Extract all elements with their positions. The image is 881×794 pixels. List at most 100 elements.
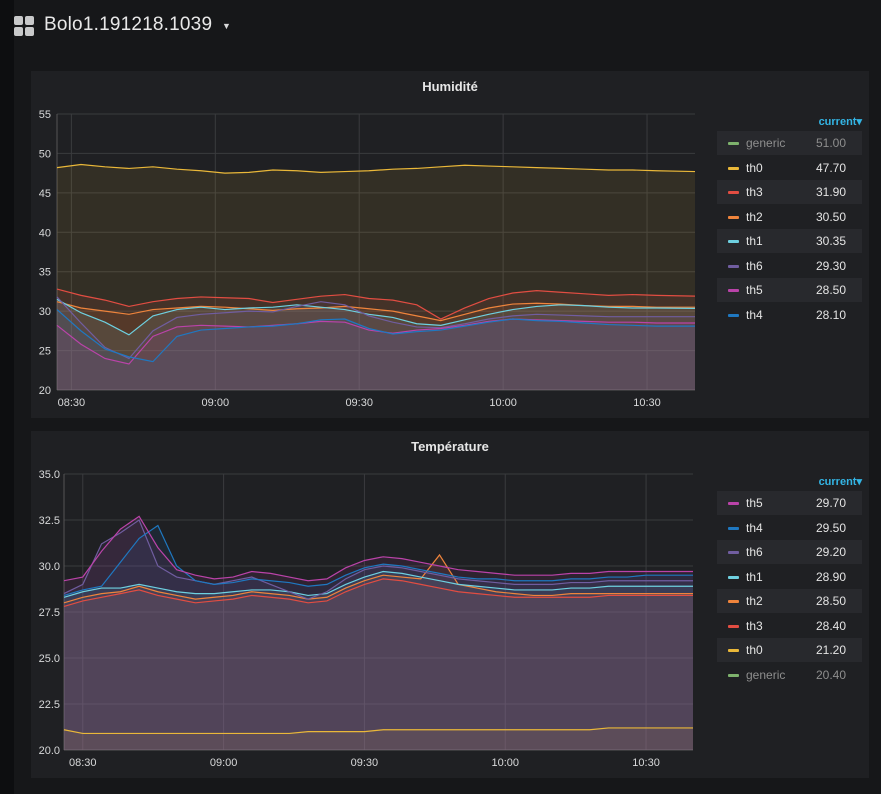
legend-current-value: 47.70 <box>815 160 846 175</box>
legend-current-value: 29.70 <box>815 496 846 510</box>
series-area-th4 <box>64 525 693 750</box>
legend-series-name[interactable]: th3 <box>746 185 763 199</box>
legend-series-name[interactable]: th5 <box>746 496 763 510</box>
legend-color-swatch[interactable] <box>728 166 739 170</box>
legend-current-value: 28.90 <box>815 569 846 584</box>
series-line-th3 <box>56 288 696 320</box>
series-line-th6 <box>63 519 693 600</box>
legend-item-th6[interactable]: th6 29.20 <box>717 540 862 564</box>
legend-sort-label: current <box>818 116 857 128</box>
legend-series-name[interactable]: th0 <box>746 160 763 175</box>
legend-color-swatch[interactable] <box>728 673 739 677</box>
legend-series-name[interactable]: th4 <box>746 307 763 322</box>
legend-series-name[interactable]: th2 <box>746 209 763 224</box>
legend-series-name[interactable]: generic <box>746 667 786 682</box>
legend-series-name[interactable]: th6 <box>746 258 763 273</box>
legend-item-th3[interactable]: th3 28.40 <box>717 614 862 638</box>
series-line-th5 <box>56 318 695 365</box>
legend-color-swatch[interactable] <box>728 142 739 145</box>
y-tick-label: 50 <box>39 148 51 160</box>
y-tick-label: 35.0 <box>39 469 60 481</box>
series-area-th1 <box>64 571 693 750</box>
legend-color-swatch[interactable] <box>728 526 739 530</box>
legend-current-value: 29.30 <box>815 258 846 273</box>
x-tick-label: 10:30 <box>632 757 660 769</box>
y-tick-label: 32.5 <box>39 515 60 527</box>
x-tick-label: 10:00 <box>491 757 519 769</box>
x-tick-label: 09:00 <box>202 397 230 409</box>
y-tick-label: 35 <box>39 267 51 279</box>
x-tick-label: 10:30 <box>633 397 661 409</box>
series-line-th6 <box>56 296 695 360</box>
series-line-th0 <box>63 727 693 735</box>
series-area-th3 <box>64 578 693 750</box>
legend-current-value: 21.20 <box>815 643 846 657</box>
legend-current-value: 20.40 <box>815 667 846 682</box>
legend-color-swatch[interactable] <box>728 624 739 628</box>
humidite-chart: 20 25 30 35 40 45 50 55 08:30 09:00 09:30 10:00 10:3… <box>39 109 696 409</box>
series-area-th4 <box>57 309 695 390</box>
legend-series-name[interactable]: th4 <box>746 520 763 535</box>
legend: current▾ generic 51.00 th0 47.70 th3 31.90 th2… <box>717 111 862 411</box>
legend-series-name[interactable]: th2 <box>746 594 763 608</box>
panel-title[interactable]: Humidité <box>422 79 478 94</box>
legend-series-name[interactable]: th0 <box>746 643 763 657</box>
legend-color-swatch[interactable] <box>728 649 739 652</box>
legend-series-name[interactable]: generic <box>746 136 786 150</box>
legend-color-swatch[interactable] <box>728 600 739 603</box>
legend-current-value: 29.50 <box>815 520 846 535</box>
legend-item-th2[interactable]: th2 30.50 <box>717 205 862 229</box>
panel-humidite: Humidité 20 25 30 35 40 45 50 55 08:30 09:00 09:30… <box>31 71 869 418</box>
legend-color-swatch[interactable] <box>728 551 739 554</box>
legend-color-swatch[interactable] <box>728 264 739 268</box>
legend-series-name[interactable]: th3 <box>746 618 763 633</box>
x-tick-label: 09:30 <box>345 397 373 409</box>
legend-item-th5[interactable]: th5 28.50 <box>717 278 862 302</box>
legend-item-th3[interactable]: th3 31.90 <box>717 180 862 204</box>
legend-item-th0[interactable]: th0 21.20 <box>717 638 862 662</box>
y-tick-label: 27.5 <box>39 607 60 619</box>
legend-item-th0[interactable]: th0 47.70 <box>717 156 862 180</box>
x-tick-label: 09:30 <box>351 757 379 769</box>
legend-current-value: 31.90 <box>815 185 846 199</box>
legend-color-swatch[interactable] <box>728 502 739 505</box>
legend-item-generic[interactable]: generic 20.40 <box>717 663 862 687</box>
legend-color-swatch[interactable] <box>728 191 739 194</box>
legend-series-name[interactable]: th6 <box>746 545 763 559</box>
legend-current-value: 28.50 <box>815 594 846 608</box>
legend-item-th5[interactable]: th5 29.70 <box>717 491 862 515</box>
legend-series-name[interactable]: th1 <box>746 569 763 584</box>
legend-current-value: 29.20 <box>815 545 846 559</box>
series-line-th4 <box>56 309 695 363</box>
legend-series-name[interactable]: th1 <box>746 234 763 248</box>
legend-item-th1[interactable]: th1 28.90 <box>717 565 862 589</box>
legend-item-th4[interactable]: th4 28.10 <box>717 303 862 327</box>
legend-sort-current[interactable]: current▾ <box>819 115 862 128</box>
legend-color-swatch[interactable] <box>728 289 739 292</box>
legend-color-swatch[interactable] <box>728 240 739 243</box>
y-tick-label: 40 <box>39 227 51 239</box>
dashboard-grid-icon[interactable] <box>14 16 34 36</box>
legend-item-th6[interactable]: th6 29.30 <box>717 254 862 278</box>
series-line-th4 <box>63 524 693 597</box>
legend-item-generic[interactable]: generic 51.00 <box>717 131 862 155</box>
legend-color-swatch[interactable] <box>728 215 739 219</box>
series-line-th5 <box>63 515 693 582</box>
legend-item-th4[interactable]: th4 29.50 <box>717 516 862 540</box>
legend-sort-current[interactable]: current▾ <box>819 475 862 488</box>
sort-desc-icon: ▾ <box>856 116 862 128</box>
panel-title[interactable]: Température <box>411 439 489 454</box>
dashboard-title[interactable]: Bolo1.191218.1039 <box>44 14 213 35</box>
legend-sort-label: current <box>818 476 857 488</box>
legend-color-swatch[interactable] <box>728 575 739 579</box>
legend-current-value: 51.00 <box>815 136 846 150</box>
y-tick-label: 30.0 <box>39 561 60 573</box>
caret-down-icon[interactable]: ▼ <box>222 21 231 31</box>
legend-series-name[interactable]: th5 <box>746 283 763 297</box>
temperature-chart: 20.0 22.5 25.0 27.5 30.0 32.5 35.0 08:30 09:00 09… <box>39 469 693 769</box>
legend-item-th2[interactable]: th2 28.50 <box>717 589 862 613</box>
y-tick-label: 25.0 <box>39 653 60 665</box>
series-line-th2 <box>63 553 693 604</box>
legend-item-th1[interactable]: th1 30.35 <box>717 229 862 253</box>
legend-color-swatch[interactable] <box>728 313 739 317</box>
